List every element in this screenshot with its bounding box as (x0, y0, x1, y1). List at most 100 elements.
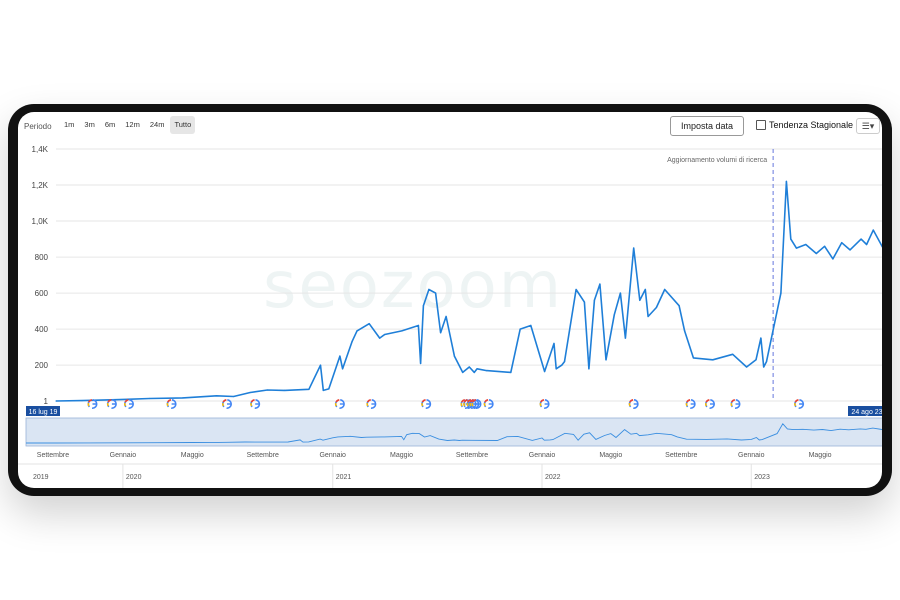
data-point (115, 399, 117, 401)
data-point (765, 361, 768, 363)
data-point (510, 371, 512, 373)
data-point (473, 371, 475, 373)
data-point (746, 366, 748, 368)
google-g-yellow (628, 399, 639, 409)
data-point (613, 314, 615, 316)
google-g-yellow (421, 399, 432, 409)
data-point (795, 247, 798, 249)
hamburger-menu-icon[interactable]: ☰▾ (856, 118, 880, 134)
data-point (249, 391, 251, 394)
range-button-tutto[interactable]: Tutto (170, 116, 196, 134)
data-point (148, 397, 151, 400)
y-tick-label: 1 (44, 397, 49, 406)
data-point (639, 299, 641, 301)
data-point (678, 305, 680, 307)
google-update-markers (87, 399, 805, 409)
data-point (555, 368, 557, 370)
data-point (283, 389, 286, 391)
navigator-window (25, 417, 882, 447)
data-point (440, 332, 442, 334)
google-update-icon (471, 399, 482, 409)
data-point (342, 368, 344, 370)
google-update-icon (421, 399, 432, 409)
data-point (428, 288, 430, 291)
x-month-label: Settembre (456, 452, 488, 459)
data-point (553, 342, 555, 345)
google-g-yellow (124, 399, 134, 409)
google-update-icon (106, 399, 117, 409)
google-update-icon (705, 399, 715, 409)
seasonal-trend-toggle[interactable]: Tendenza Stagionale (756, 120, 853, 130)
navigator[interactable]: 16 lug 19 24 ago 23 (25, 406, 882, 447)
google-g-yellow (730, 399, 741, 409)
seasonal-trend-label: Tendenza Stagionale (769, 120, 854, 130)
x-month-label: Gennaio (738, 452, 765, 459)
data-point (420, 362, 422, 364)
data-point (81, 400, 83, 402)
data-point (780, 292, 782, 294)
data-point (824, 245, 826, 247)
data-point (453, 355, 455, 357)
data-point (182, 397, 184, 399)
google-g-yellow (87, 399, 98, 409)
seasonal-trend-checkbox[interactable] (756, 120, 766, 130)
navigator-series-line (26, 423, 882, 444)
google-update-icon (366, 399, 377, 409)
y-axis-ticks: 1 200 400 600 800 1,0K 1,2K 1,4K (32, 145, 49, 406)
data-point (417, 324, 419, 327)
google-update-icon (87, 399, 98, 409)
line-chart: seozoom 1 200 400 600 800 1,0K 1,2K 1,4K Aggior… (18, 145, 882, 488)
x-month-label: Gennaio (110, 452, 137, 459)
data-point (215, 395, 218, 397)
data-point (815, 252, 817, 255)
x-month-label: Maggio (390, 452, 413, 459)
google-g-yellow (250, 399, 261, 409)
x-month-label: Maggio (599, 452, 622, 459)
y-tick-label: 800 (35, 253, 49, 262)
range-button-6m[interactable]: 6m (104, 120, 116, 129)
x-month-label: Maggio (809, 452, 832, 459)
data-point (384, 333, 386, 336)
data-point (785, 180, 788, 182)
google-update-icon (628, 399, 639, 409)
data-point (445, 315, 447, 318)
data-point (476, 368, 478, 370)
data-point (435, 292, 437, 294)
range-button-1m[interactable]: 1m (64, 120, 75, 129)
x-year-label: 2020 (126, 474, 142, 481)
set-date-button[interactable]: Imposta data (670, 116, 744, 136)
data-point (692, 357, 695, 359)
series-line (55, 180, 882, 402)
data-point (599, 283, 601, 285)
data-point (684, 330, 686, 332)
range-button-24m[interactable]: 24m (149, 120, 165, 129)
data-point (544, 370, 546, 373)
google-g-yellow (222, 399, 232, 409)
range-button-12m[interactable]: 12m (125, 120, 140, 129)
google-g-yellow (705, 399, 715, 409)
google-g-yellow (106, 399, 117, 409)
google-g-yellow (539, 399, 550, 409)
data-point (583, 301, 586, 303)
data-point (356, 330, 358, 332)
x-month-label: Gennaio (529, 452, 556, 459)
data-point (462, 371, 464, 373)
data-point (805, 243, 807, 246)
x-month-label: Maggio (181, 452, 204, 459)
data-point (644, 288, 646, 291)
data-point (588, 368, 590, 370)
data-point (563, 361, 566, 363)
data-point (760, 337, 762, 339)
y-tick-label: 1,0K (32, 217, 49, 226)
x-month-label: Settembre (665, 452, 697, 459)
data-point (732, 353, 734, 355)
y-tick-label: 400 (35, 325, 49, 334)
data-point (755, 359, 757, 361)
data-point (233, 395, 235, 398)
google-update-icon (483, 399, 494, 409)
google-update-icon (539, 399, 550, 409)
google-update-icon (334, 399, 345, 409)
range-button-3m[interactable]: 3m (84, 120, 95, 129)
data-point (468, 366, 470, 368)
range-end-badge (848, 406, 882, 416)
